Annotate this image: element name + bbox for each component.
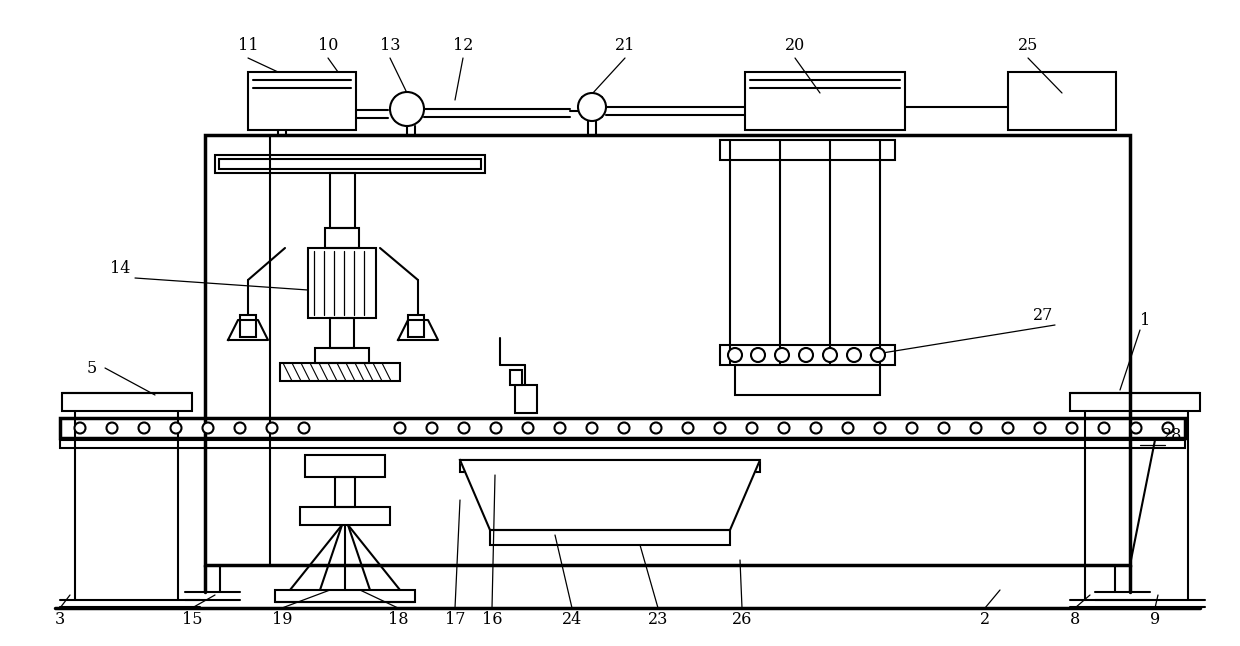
Text: 14: 14 bbox=[110, 260, 130, 276]
Text: 16: 16 bbox=[482, 612, 502, 629]
Bar bbox=[460, 460, 760, 472]
Text: 21: 21 bbox=[615, 37, 635, 54]
Circle shape bbox=[971, 422, 982, 433]
Circle shape bbox=[847, 348, 861, 362]
Circle shape bbox=[619, 422, 630, 433]
Bar bbox=[62, 393, 192, 411]
Bar bbox=[1070, 393, 1200, 411]
Bar bbox=[241, 315, 255, 337]
Text: 27: 27 bbox=[1033, 306, 1053, 324]
Bar bbox=[325, 228, 360, 248]
Circle shape bbox=[799, 348, 813, 362]
Text: 19: 19 bbox=[272, 612, 293, 629]
Text: 24: 24 bbox=[562, 612, 582, 629]
Bar bbox=[745, 72, 905, 130]
Circle shape bbox=[1002, 422, 1013, 433]
Text: 5: 5 bbox=[87, 360, 97, 377]
Text: 28: 28 bbox=[1162, 426, 1182, 444]
Text: 2: 2 bbox=[980, 612, 990, 629]
Bar bbox=[408, 315, 424, 337]
Bar bbox=[735, 365, 880, 395]
Bar bbox=[215, 155, 485, 173]
Circle shape bbox=[842, 422, 853, 433]
Circle shape bbox=[746, 422, 758, 433]
Circle shape bbox=[728, 348, 742, 362]
Bar bbox=[308, 248, 376, 318]
Circle shape bbox=[391, 92, 424, 126]
Bar bbox=[205, 135, 1130, 565]
Text: 26: 26 bbox=[732, 612, 753, 629]
Bar bbox=[335, 477, 355, 507]
Circle shape bbox=[1066, 422, 1078, 433]
Text: 23: 23 bbox=[647, 612, 668, 629]
Text: 20: 20 bbox=[785, 37, 805, 54]
Circle shape bbox=[939, 422, 950, 433]
Bar bbox=[219, 159, 481, 169]
Bar bbox=[305, 455, 384, 477]
Circle shape bbox=[171, 422, 181, 433]
Circle shape bbox=[751, 348, 765, 362]
Polygon shape bbox=[228, 320, 268, 340]
Bar bbox=[300, 507, 391, 525]
Bar bbox=[315, 348, 370, 363]
Bar bbox=[60, 440, 1185, 448]
Circle shape bbox=[811, 422, 821, 433]
Circle shape bbox=[1099, 422, 1110, 433]
Bar bbox=[510, 370, 522, 385]
Circle shape bbox=[394, 422, 405, 433]
Circle shape bbox=[234, 422, 246, 433]
Circle shape bbox=[823, 348, 837, 362]
Bar bbox=[330, 318, 353, 348]
Circle shape bbox=[554, 422, 565, 433]
Text: 18: 18 bbox=[388, 612, 408, 629]
Circle shape bbox=[1034, 422, 1045, 433]
Circle shape bbox=[874, 422, 885, 433]
Text: 10: 10 bbox=[317, 37, 339, 54]
Circle shape bbox=[139, 422, 150, 433]
Circle shape bbox=[491, 422, 501, 433]
Circle shape bbox=[202, 422, 213, 433]
Text: 3: 3 bbox=[55, 612, 66, 629]
Circle shape bbox=[1162, 422, 1173, 433]
Bar bbox=[248, 72, 356, 130]
Circle shape bbox=[1131, 422, 1142, 433]
Circle shape bbox=[578, 93, 606, 121]
Circle shape bbox=[522, 422, 533, 433]
Text: 15: 15 bbox=[182, 612, 202, 629]
Circle shape bbox=[74, 422, 86, 433]
Circle shape bbox=[779, 422, 790, 433]
Bar bbox=[720, 140, 895, 160]
Circle shape bbox=[107, 422, 118, 433]
Circle shape bbox=[682, 422, 693, 433]
Text: 25: 25 bbox=[1018, 37, 1038, 54]
Circle shape bbox=[427, 422, 438, 433]
Bar bbox=[280, 363, 401, 381]
Text: 11: 11 bbox=[238, 37, 258, 54]
Circle shape bbox=[299, 422, 310, 433]
Bar bbox=[490, 530, 730, 545]
Polygon shape bbox=[398, 320, 438, 340]
Bar bbox=[1008, 72, 1116, 130]
Bar bbox=[60, 418, 1185, 438]
Circle shape bbox=[775, 348, 789, 362]
Text: 9: 9 bbox=[1149, 612, 1161, 629]
Text: 17: 17 bbox=[445, 612, 465, 629]
Bar bbox=[330, 173, 355, 228]
Circle shape bbox=[267, 422, 278, 433]
Bar bbox=[720, 345, 895, 365]
Polygon shape bbox=[460, 460, 760, 530]
Text: 1: 1 bbox=[1140, 311, 1151, 329]
Circle shape bbox=[870, 348, 885, 362]
Circle shape bbox=[587, 422, 598, 433]
Text: 8: 8 bbox=[1070, 612, 1080, 629]
Bar bbox=[275, 590, 415, 602]
Circle shape bbox=[906, 422, 918, 433]
Text: 13: 13 bbox=[379, 37, 401, 54]
Circle shape bbox=[714, 422, 725, 433]
Circle shape bbox=[651, 422, 661, 433]
Circle shape bbox=[459, 422, 470, 433]
Text: 12: 12 bbox=[453, 37, 474, 54]
Bar bbox=[515, 385, 537, 413]
